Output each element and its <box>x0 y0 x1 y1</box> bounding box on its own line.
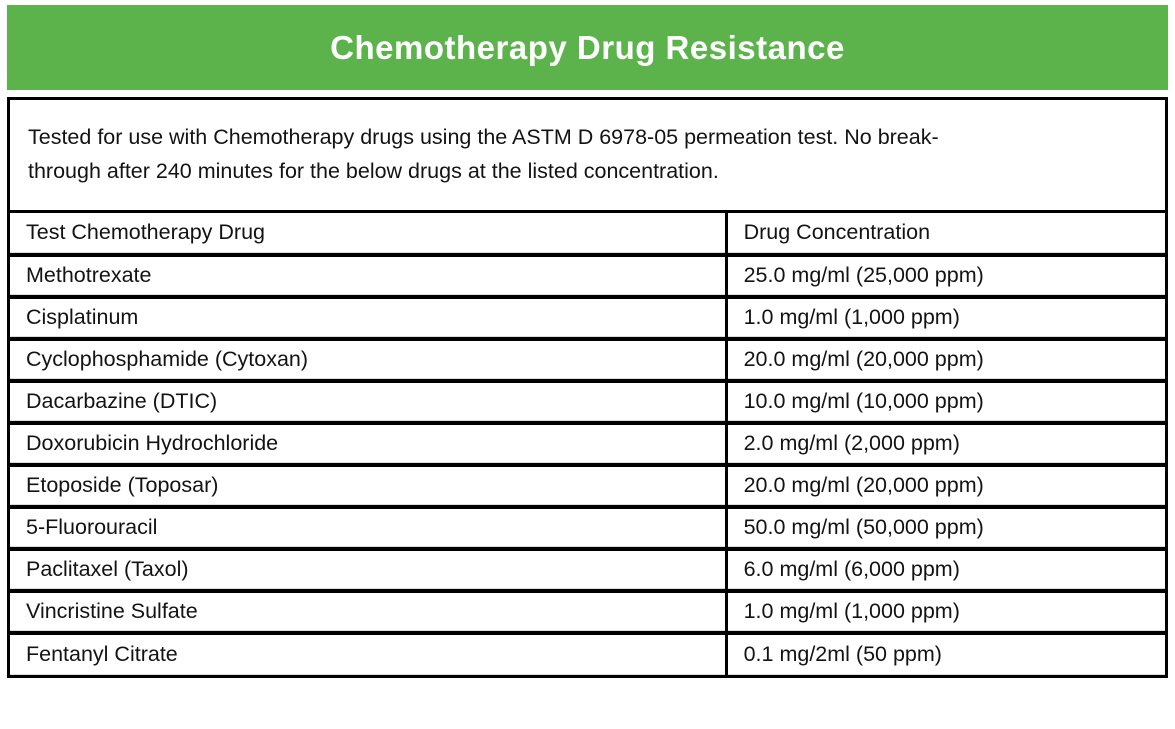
table-row: Doxorubicin Hydrochloride 2.0 mg/ml (2,0… <box>10 421 1165 465</box>
drug-name-cell: Etoposide (Toposar) <box>10 463 728 507</box>
concentration-cell: 20.0 mg/ml (20,000 ppm) <box>726 337 1165 381</box>
drug-name-cell: Cisplatinum <box>10 295 728 339</box>
concentration-cell: 6.0 mg/ml (6,000 ppm) <box>726 547 1165 591</box>
table-row: Methotrexate 25.0 mg/ml (25,000 ppm) <box>10 253 1165 297</box>
drug-name-cell: Paclitaxel (Taxol) <box>10 547 728 591</box>
column-header-concentration: Drug Concentration <box>726 213 1165 255</box>
concentration-cell: 1.0 mg/ml (1,000 ppm) <box>726 589 1165 633</box>
drug-resistance-table: Test Chemotherapy Drug Drug Concentratio… <box>10 213 1165 675</box>
concentration-cell: 2.0 mg/ml (2,000 ppm) <box>726 421 1165 465</box>
drug-name-cell: Doxorubicin Hydrochloride <box>10 421 728 465</box>
concentration-cell: 0.1 mg/2ml (50 ppm) <box>726 631 1165 675</box>
content-box: Tested for use with Chemotherapy drugs u… <box>7 97 1168 678</box>
drug-name-cell: Methotrexate <box>10 253 728 297</box>
table-row: 5-Fluorouracil 50.0 mg/ml (50,000 ppm) <box>10 505 1165 549</box>
concentration-cell: 25.0 mg/ml (25,000 ppm) <box>726 253 1165 297</box>
table-row: Vincristine Sulfate 1.0 mg/ml (1,000 ppm… <box>10 589 1165 633</box>
table-header-row: Test Chemotherapy Drug Drug Concentratio… <box>10 213 1165 255</box>
column-header-drug: Test Chemotherapy Drug <box>10 213 728 255</box>
drug-name-cell: Vincristine Sulfate <box>10 589 728 633</box>
table-row: Cisplatinum 1.0 mg/ml (1,000 ppm) <box>10 295 1165 339</box>
page-title: Chemotherapy Drug Resistance <box>330 28 845 66</box>
drug-name-cell: Cyclophosphamide (Cytoxan) <box>10 337 728 381</box>
drug-name-cell: Dacarbazine (DTIC) <box>10 379 728 423</box>
table-row: Cyclophosphamide (Cytoxan) 20.0 mg/ml (2… <box>10 337 1165 381</box>
concentration-cell: 50.0 mg/ml (50,000 ppm) <box>726 505 1165 549</box>
title-banner: Chemotherapy Drug Resistance <box>7 5 1168 90</box>
table-row: Fentanyl Citrate 0.1 mg/2ml (50 ppm) <box>10 631 1165 675</box>
table-row: Etoposide (Toposar) 20.0 mg/ml (20,000 p… <box>10 463 1165 507</box>
drug-name-cell: 5-Fluorouracil <box>10 505 728 549</box>
concentration-cell: 20.0 mg/ml (20,000 ppm) <box>726 463 1165 507</box>
drug-name-cell: Fentanyl Citrate <box>10 631 728 675</box>
concentration-cell: 10.0 mg/ml (10,000 ppm) <box>726 379 1165 423</box>
table-row: Paclitaxel (Taxol) 6.0 mg/ml (6,000 ppm) <box>10 547 1165 591</box>
concentration-cell: 1.0 mg/ml (1,000 ppm) <box>726 295 1165 339</box>
intro-paragraph: Tested for use with Chemotherapy drugs u… <box>10 100 1165 213</box>
table-row: Dacarbazine (DTIC) 10.0 mg/ml (10,000 pp… <box>10 379 1165 423</box>
